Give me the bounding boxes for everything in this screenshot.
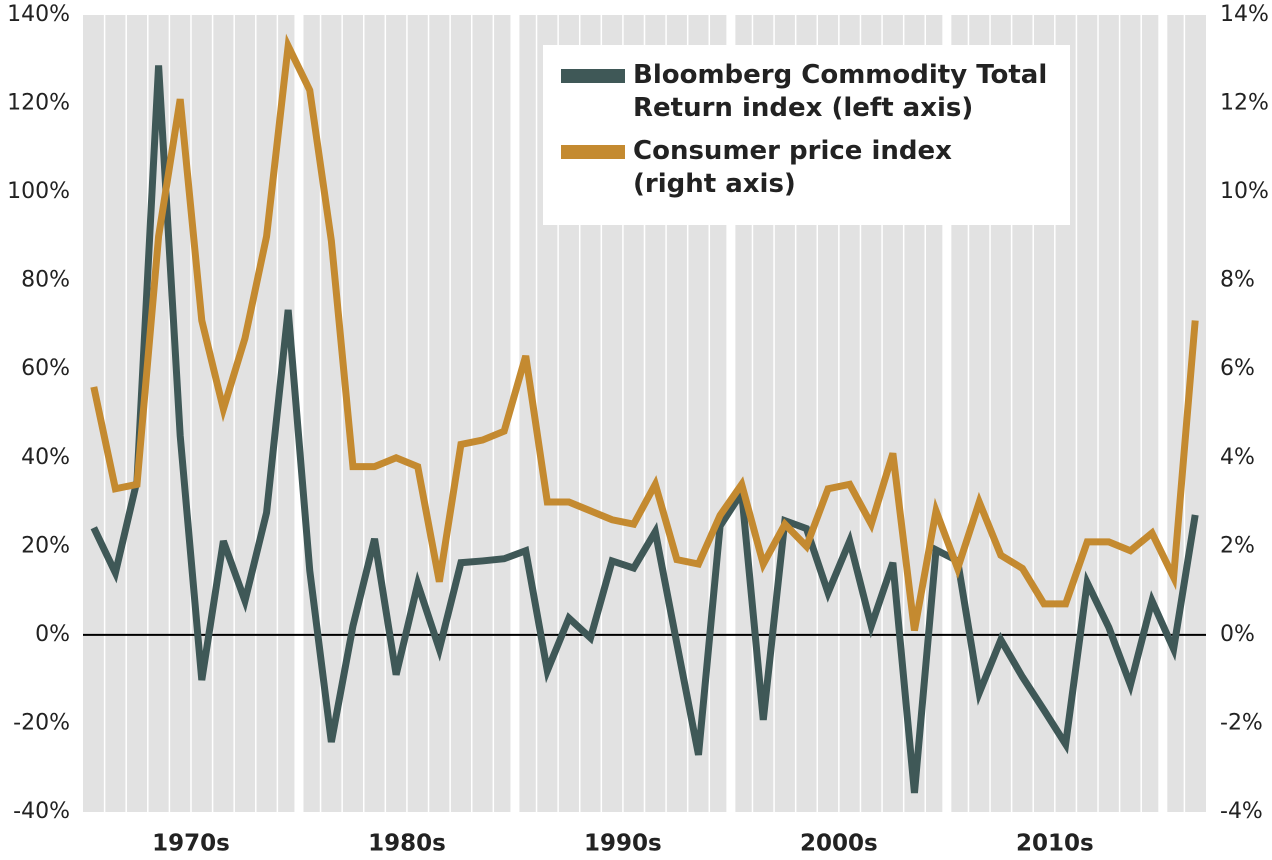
x-tick-label: 1990s [584,831,662,857]
legend-item: Consumer price index (right axis) [561,135,1070,201]
legend-label: Bloomberg Commodity Total Return index (… [633,60,1048,123]
x-tick-label: 1970s [152,831,230,857]
y2-tick-label: 6% [1220,356,1255,381]
y2-tick-label: -2% [1220,710,1263,735]
y2-tick-label: 0% [1220,622,1255,647]
y-tick-label: 20% [21,533,70,558]
y2-tick-label: 12% [1220,91,1269,116]
y2-tick-label: 4% [1220,445,1255,470]
y2-tick-label: 8% [1220,268,1255,293]
y-tick-label: -40% [13,799,70,824]
x-tick-label: 1980s [368,831,446,857]
series-line [90,33,1199,632]
x-tick-label: 2010s [1016,831,1094,857]
y-tick-label: 0% [35,622,70,647]
y2-tick-label: 14% [1220,2,1269,27]
legend-item: Bloomberg Commodity Total Return index (… [561,59,1070,125]
legend: Bloomberg Commodity Total Return index (… [543,45,1070,225]
y-tick-label: 140% [7,2,70,27]
legend-label: Consumer price index (right axis) [633,136,952,199]
y-tick-label: 100% [7,179,70,204]
y2-tick-label: 2% [1220,533,1255,558]
series-line [90,65,1199,794]
y2-tick-label: 10% [1220,179,1269,204]
y-tick-label: 60% [21,356,70,381]
y-tick-label: 40% [21,445,70,470]
y2-tick-label: -4% [1220,799,1263,824]
y-tick-label: 80% [21,268,70,293]
legend-swatch [561,145,625,159]
y-tick-label: 120% [7,91,70,116]
x-tick-label: 2000s [800,831,878,857]
y-tick-label: -20% [13,710,70,735]
legend-swatch [561,69,625,83]
